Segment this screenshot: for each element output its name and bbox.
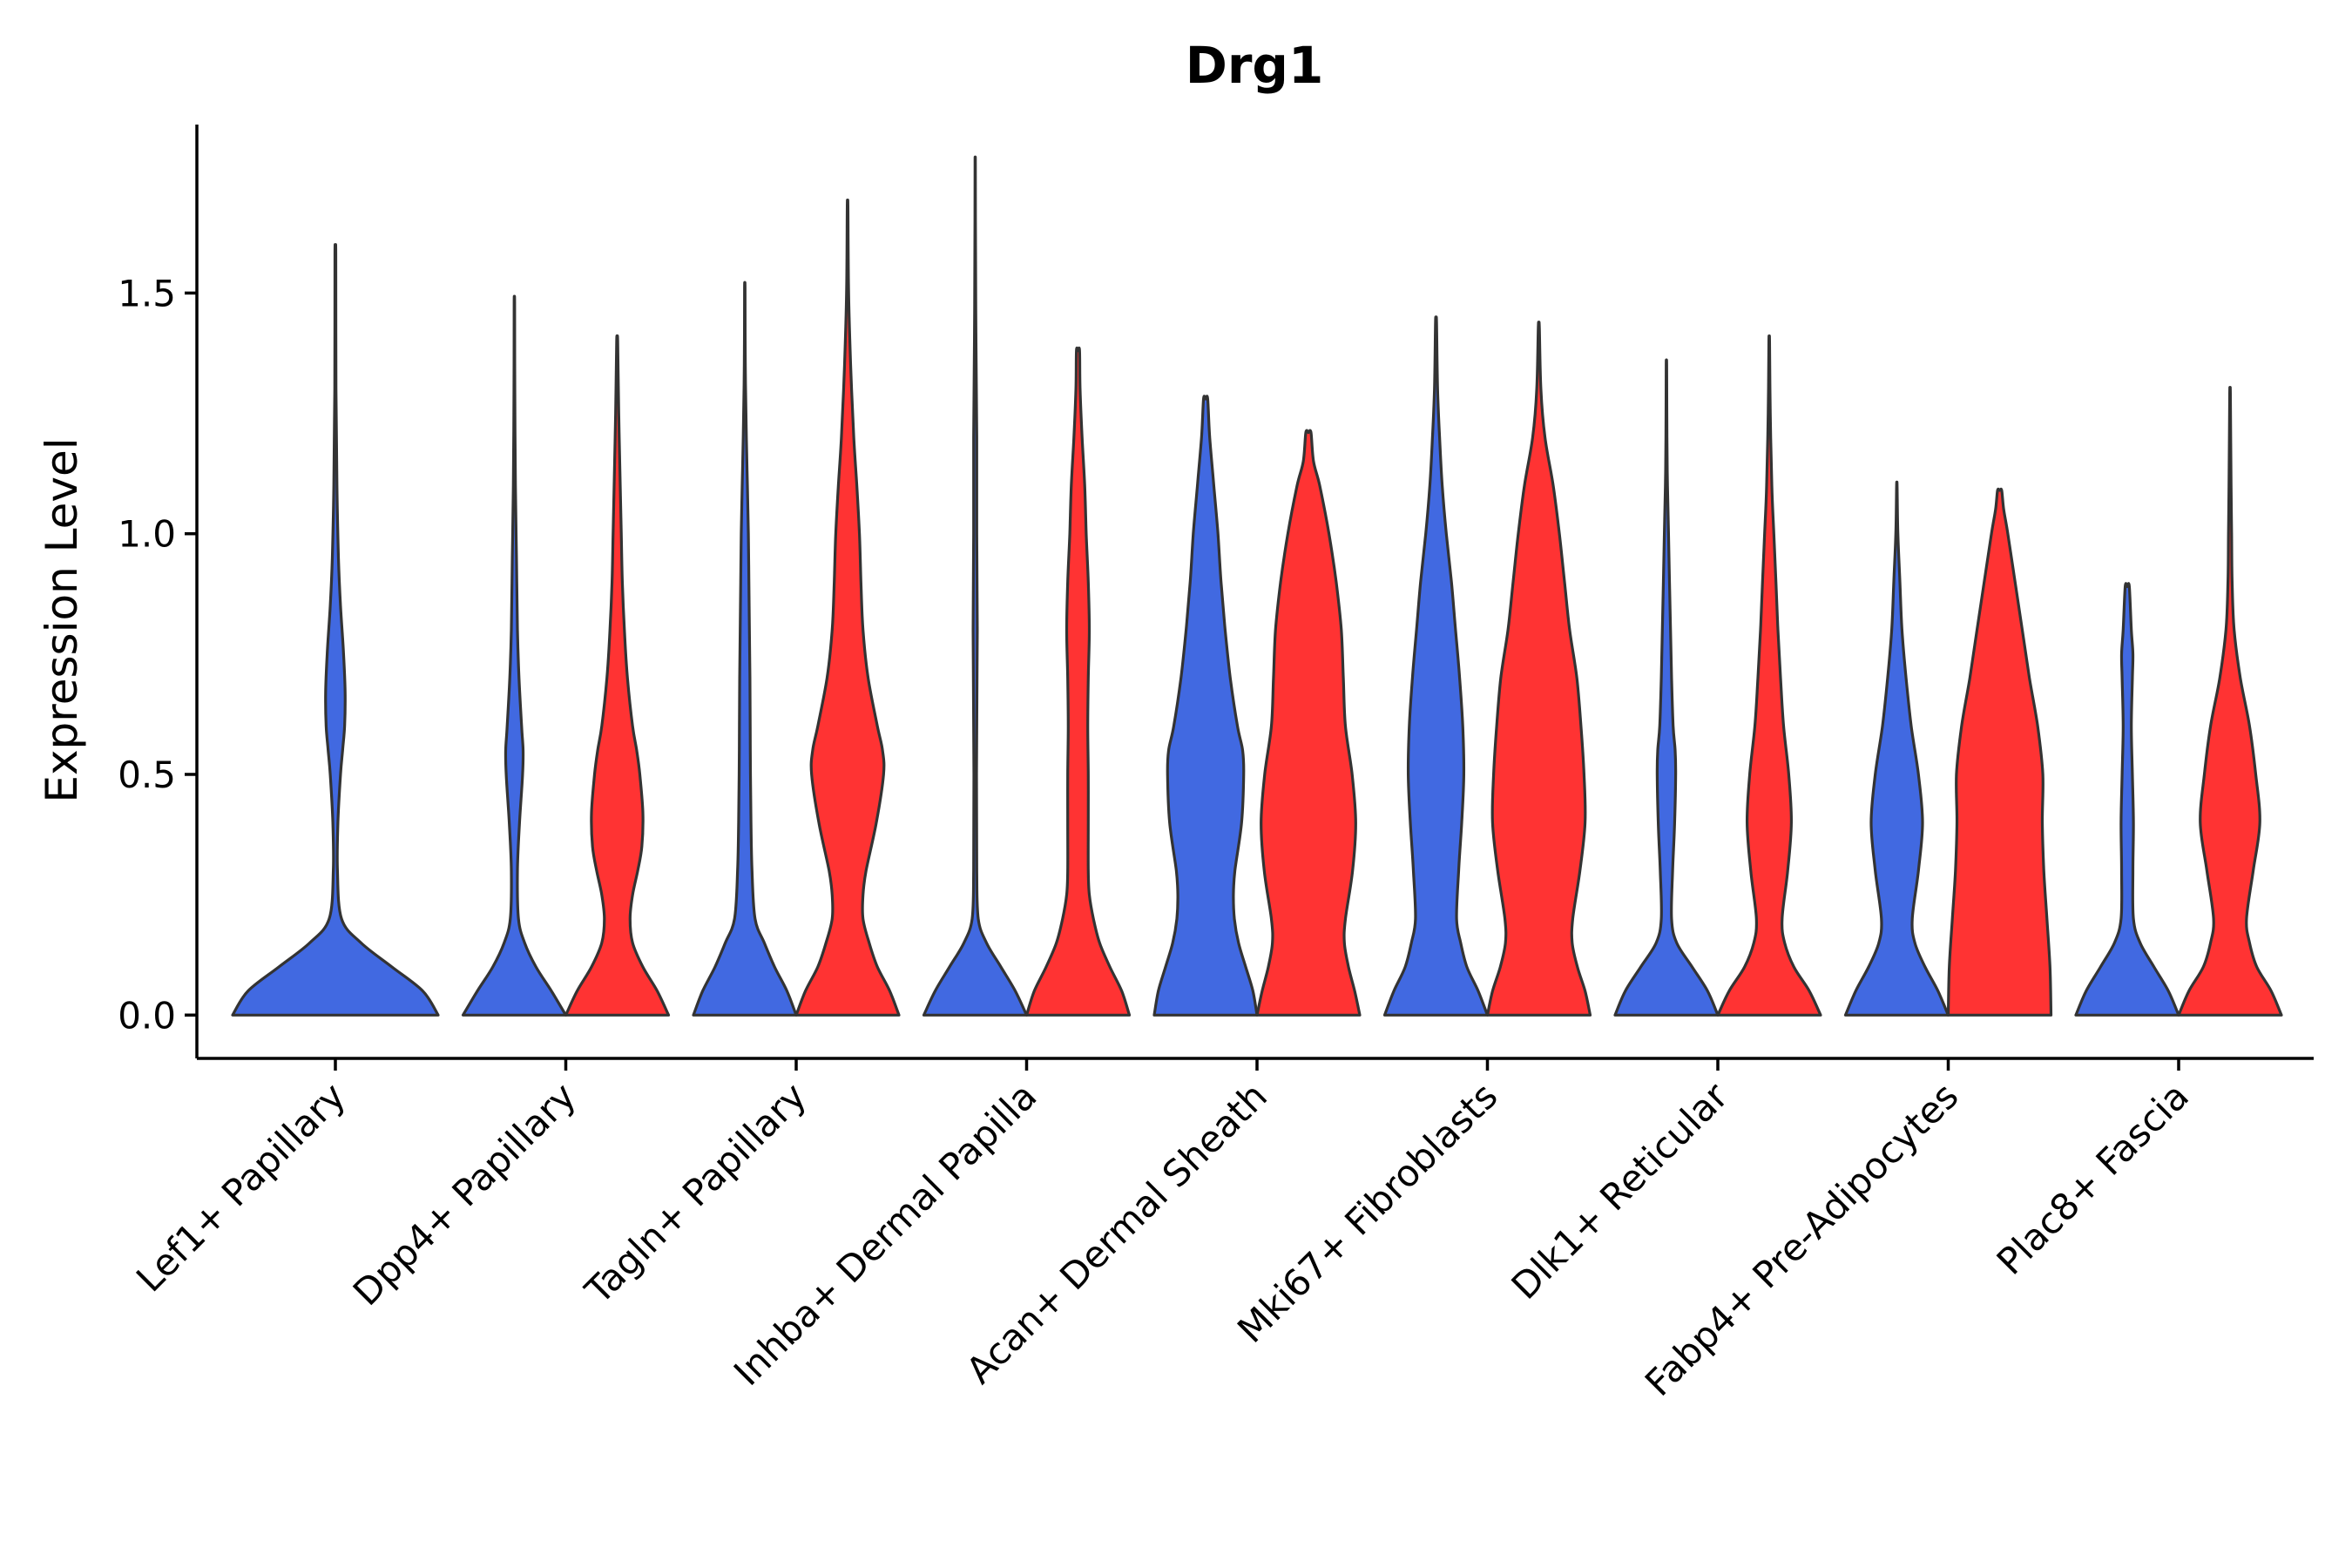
violin-red [1024, 346, 1132, 1017]
violin-layer [231, 155, 2283, 1017]
y-tick-label: 0.0 [118, 994, 176, 1037]
x-tick-label: Mki67+ Fibroblasts [1229, 1074, 1505, 1350]
violin-red [2177, 386, 2283, 1017]
y-tick-label: 1.5 [118, 272, 176, 314]
violin-blue [461, 294, 568, 1017]
chart-title: Drg1 [1186, 36, 1324, 95]
y-axis-label: Expression Level [37, 437, 87, 802]
x-tick-label: Lef1+ Papillary [128, 1074, 354, 1300]
x-tick-label: Plac8+ Fascia [1989, 1074, 2197, 1282]
violin-red [1255, 429, 1362, 1017]
x-tick-label: Dpp4+ Papillary [345, 1074, 585, 1314]
x-tick-label: Tagln+ Papillary [577, 1074, 814, 1312]
violin-red [1485, 321, 1592, 1017]
y-ticks: 0.0 0.5 1.0 1.5 [118, 272, 197, 1037]
violin-blue [231, 243, 440, 1017]
violin-blue [2074, 582, 2180, 1017]
y-tick-label: 0.5 [118, 754, 176, 796]
violin-red [1716, 334, 1822, 1017]
violin-blue [1843, 480, 1950, 1017]
violin-blue [692, 280, 798, 1017]
violin-blue [1613, 358, 1720, 1017]
violin-blue [1382, 315, 1490, 1017]
violin-red [1946, 487, 2053, 1017]
violin-red [564, 334, 671, 1017]
axes [195, 125, 2314, 1060]
y-tick-label: 1.0 [118, 513, 176, 556]
violin-blue [922, 155, 1029, 1017]
x-tick-label: Dlk1+ Reticular [1504, 1074, 1737, 1308]
violin-red [794, 199, 901, 1017]
violin-blue [1152, 395, 1259, 1017]
